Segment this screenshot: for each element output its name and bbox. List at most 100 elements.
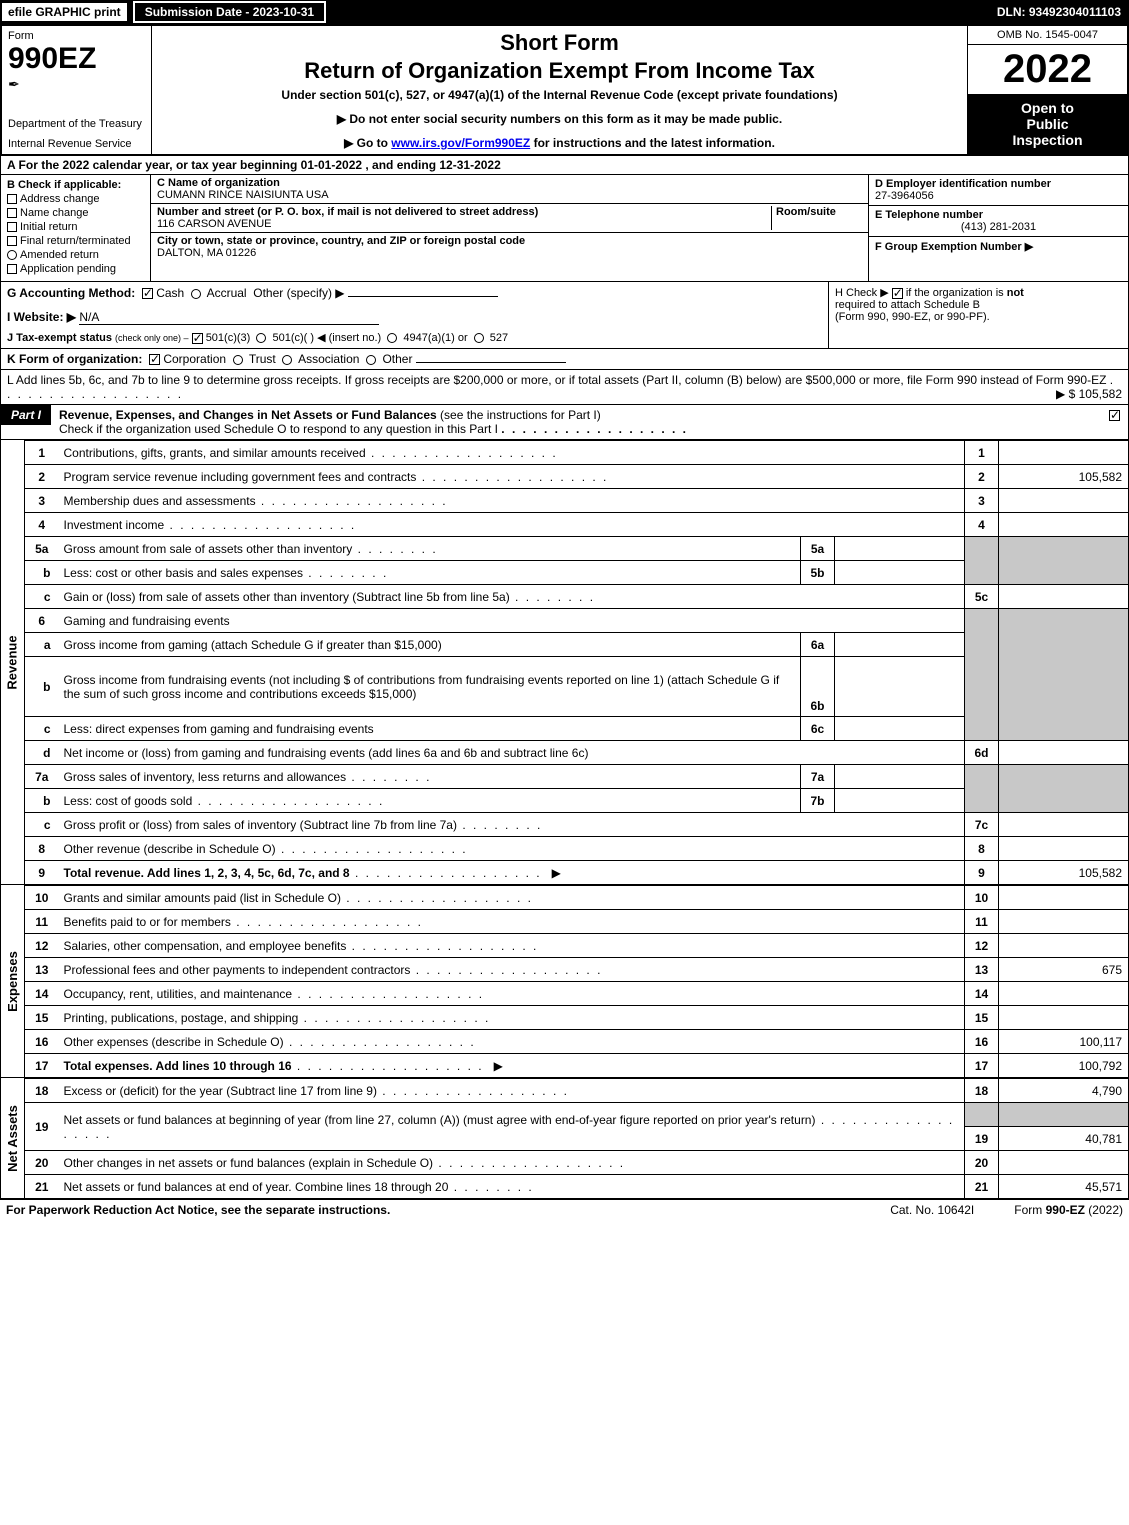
chk-cash[interactable] bbox=[142, 288, 153, 299]
street-value: 116 CARSON AVENUE bbox=[157, 218, 767, 230]
line-10: 10 Grants and similar amounts paid (list… bbox=[25, 886, 1129, 910]
opt-corporation: Corporation bbox=[163, 352, 226, 366]
l-text: L Add lines 5b, 6c, and 7b to line 9 to … bbox=[7, 373, 1106, 387]
website-value: N/A bbox=[79, 310, 379, 325]
phone-value: (413) 281-2031 bbox=[875, 221, 1122, 233]
line-4: 4 Investment income 4 bbox=[25, 513, 1129, 537]
part-i-header: Part I Revenue, Expenses, and Changes in… bbox=[0, 405, 1129, 440]
col-b-header: B Check if applicable: bbox=[7, 179, 144, 191]
chk-527[interactable] bbox=[474, 333, 484, 343]
street-row: Number and street (or P. O. box, if mail… bbox=[151, 204, 868, 233]
chk-accrual[interactable] bbox=[191, 289, 201, 299]
chk-initial-return[interactable]: Initial return bbox=[7, 221, 144, 233]
line-15: 15 Printing, publications, postage, and … bbox=[25, 1006, 1129, 1030]
inspection-1: Open to bbox=[970, 100, 1125, 116]
org-name-value: CUMANN RINCE NAISIUNTA USA bbox=[157, 189, 862, 201]
expenses-section: Expenses 10 Grants and similar amounts p… bbox=[0, 885, 1129, 1078]
chk-application-pending[interactable]: Application pending bbox=[7, 263, 144, 275]
footer-right: Form 990-EZ (2022) bbox=[1014, 1203, 1123, 1217]
efile-print[interactable]: efile GRAPHIC print bbox=[0, 1, 129, 23]
h-text4: (Form 990, 990-EZ, or 990-PF). bbox=[835, 311, 990, 323]
ein-value: 27-3964056 bbox=[875, 190, 1122, 202]
street-label: Number and street (or P. O. box, if mail… bbox=[157, 206, 767, 218]
chk-name-change[interactable]: Name change bbox=[7, 207, 144, 219]
j-label: J Tax-exempt status bbox=[7, 332, 112, 344]
line-21: 21 Net assets or fund balances at end of… bbox=[25, 1175, 1129, 1199]
form-subtitle: Under section 501(c), 527, or 4947(a)(1)… bbox=[158, 88, 961, 102]
line-20: 20 Other changes in net assets or fund b… bbox=[25, 1151, 1129, 1175]
part-i-checkbox[interactable] bbox=[1101, 405, 1128, 425]
chk-association[interactable] bbox=[282, 355, 292, 365]
chk-trust[interactable] bbox=[233, 355, 243, 365]
part-i-tab: Part I bbox=[1, 405, 51, 425]
col-def: D Employer identification number 27-3964… bbox=[868, 175, 1128, 281]
org-name-row: C Name of organization CUMANN RINCE NAIS… bbox=[151, 175, 868, 204]
city-row: City or town, state or province, country… bbox=[151, 233, 868, 261]
entity-block: B Check if applicable: Address change Na… bbox=[0, 175, 1129, 282]
city-value: DALTON, MA 01226 bbox=[157, 247, 862, 259]
line-19: 19 Net assets or fund balances at beginn… bbox=[25, 1103, 1129, 1127]
chk-amended-return[interactable]: Amended return bbox=[7, 249, 144, 261]
other-specify-line[interactable] bbox=[348, 296, 498, 297]
dots-icon bbox=[501, 422, 688, 436]
ein-label: D Employer identification number bbox=[875, 178, 1122, 190]
chk-4947[interactable] bbox=[387, 333, 397, 343]
opt-4947: 4947(a)(1) or bbox=[403, 332, 467, 344]
h-text1: H Check ▶ bbox=[835, 287, 889, 299]
chk-address-change[interactable]: Address change bbox=[7, 193, 144, 205]
chk-final-return[interactable]: Final return/terminated bbox=[7, 235, 144, 247]
chk-501c3[interactable] bbox=[192, 333, 203, 344]
instr-post: for instructions and the latest informat… bbox=[530, 136, 775, 150]
line-9: 9 Total revenue. Add lines 1, 2, 3, 4, 5… bbox=[25, 861, 1129, 885]
cash-label: Cash bbox=[156, 286, 184, 300]
page-footer: For Paperwork Reduction Act Notice, see … bbox=[0, 1199, 1129, 1220]
footer-cat-no: Cat. No. 10642I bbox=[890, 1203, 974, 1217]
top-bar: efile GRAPHIC print Submission Date - 20… bbox=[0, 0, 1129, 24]
row-h: H Check ▶ if the organization is not req… bbox=[828, 282, 1128, 348]
line-7b: b Less: cost of goods sold 7b bbox=[25, 789, 1129, 813]
g-label: G Accounting Method: bbox=[7, 286, 135, 300]
phone-label: E Telephone number bbox=[875, 209, 1122, 221]
row-g-h: G Accounting Method: Cash Accrual Other … bbox=[0, 282, 1129, 349]
city-label: City or town, state or province, country… bbox=[157, 235, 862, 247]
part-i-title: Revenue, Expenses, and Changes in Net As… bbox=[59, 408, 437, 422]
group-exemption-label: F Group Exemption Number ▶ bbox=[875, 241, 1033, 253]
chk-other-org[interactable] bbox=[366, 355, 376, 365]
opt-trust: Trust bbox=[249, 352, 276, 366]
form-number: 990EZ bbox=[8, 42, 145, 76]
instr-pre: ▶ Go to bbox=[344, 136, 391, 150]
net-assets-table: 18 Excess or (deficit) for the year (Sub… bbox=[24, 1078, 1129, 1199]
line-7a: 7a Gross sales of inventory, less return… bbox=[25, 765, 1129, 789]
row-g: G Accounting Method: Cash Accrual Other … bbox=[1, 282, 828, 348]
room-label: Room/suite bbox=[776, 206, 862, 218]
instr-ssn: ▶ Do not enter social security numbers o… bbox=[158, 112, 961, 126]
expenses-table: 10 Grants and similar amounts paid (list… bbox=[24, 885, 1129, 1078]
j-sub: (check only one) – bbox=[115, 333, 189, 343]
i-label: I Website: ▶ bbox=[7, 310, 76, 324]
row-k: K Form of organization: Corporation Trus… bbox=[0, 349, 1129, 370]
line-3: 3 Membership dues and assessments 3 bbox=[25, 489, 1129, 513]
k-label: K Form of organization: bbox=[7, 352, 142, 366]
revenue-label: Revenue bbox=[0, 440, 24, 885]
other-org-line[interactable] bbox=[416, 362, 566, 363]
form-title: Return of Organization Exempt From Incom… bbox=[158, 58, 961, 84]
footer-left: For Paperwork Reduction Act Notice, see … bbox=[6, 1203, 850, 1217]
chk-501c[interactable] bbox=[256, 333, 266, 343]
line-5c: c Gain or (loss) from sale of assets oth… bbox=[25, 585, 1129, 609]
short-form-label: Short Form bbox=[158, 30, 961, 56]
line-5b: b Less: cost or other basis and sales ex… bbox=[25, 561, 1129, 585]
line-5a: 5a Gross amount from sale of assets othe… bbox=[25, 537, 1129, 561]
line-6c: c Less: direct expenses from gaming and … bbox=[25, 717, 1129, 741]
line-6d: d Net income or (loss) from gaming and f… bbox=[25, 741, 1129, 765]
line-1: 1 Contributions, gifts, grants, and simi… bbox=[25, 441, 1129, 465]
part-i-title-block: Revenue, Expenses, and Changes in Net As… bbox=[51, 405, 1101, 439]
form-word: Form bbox=[8, 30, 145, 42]
irs-link[interactable]: www.irs.gov/Form990EZ bbox=[391, 136, 530, 150]
revenue-section: Revenue 1 Contributions, gifts, grants, … bbox=[0, 440, 1129, 885]
inspection-3: Inspection bbox=[970, 132, 1125, 148]
line-11: 11 Benefits paid to or for members 11 bbox=[25, 910, 1129, 934]
l-amount: ▶ $ 105,582 bbox=[1056, 387, 1122, 401]
part-i-title-sub: (see the instructions for Part I) bbox=[440, 408, 601, 422]
chk-corporation[interactable] bbox=[149, 354, 160, 365]
chk-schedule-b[interactable] bbox=[892, 288, 903, 299]
